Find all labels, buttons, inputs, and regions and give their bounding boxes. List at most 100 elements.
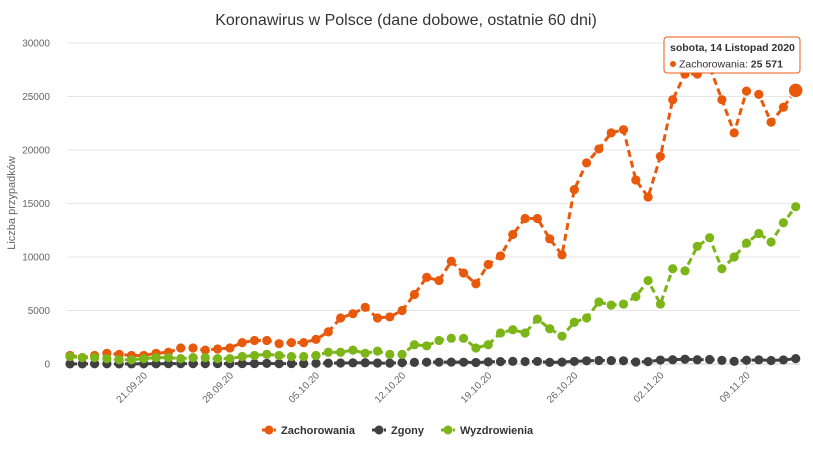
- data-point: [65, 351, 75, 362]
- data-point: [680, 266, 690, 276]
- data-point: [360, 348, 370, 358]
- data-point: [471, 279, 481, 289]
- data-point: [77, 359, 87, 369]
- data-point: [249, 335, 260, 346]
- data-point: [791, 202, 801, 212]
- data-point: [446, 256, 456, 266]
- data-point: [532, 314, 543, 324]
- legend-marker: [443, 425, 453, 435]
- data-point: [655, 299, 666, 309]
- data-point: [397, 358, 407, 368]
- data-point: [741, 86, 752, 96]
- data-point: [225, 343, 235, 353]
- data-point: [594, 355, 604, 366]
- data-point: [483, 259, 493, 270]
- data-point: [557, 331, 567, 341]
- chart-title: Koronawirus w Polsce (dane dobowe, ostat…: [215, 12, 597, 29]
- legend-item-2[interactable]: Wyzdrowienia: [441, 425, 534, 437]
- data-point: [508, 229, 518, 240]
- data-point: [286, 351, 296, 362]
- data-point: [139, 354, 149, 364]
- data-point: [520, 328, 530, 338]
- data-point: [508, 325, 518, 335]
- data-point: [471, 357, 481, 368]
- data-point: [483, 357, 493, 367]
- data-point: [311, 350, 321, 361]
- data-point: [754, 228, 764, 239]
- data-point: [618, 356, 629, 366]
- data-point: [348, 358, 358, 368]
- tooltip-title: sobota, 14 Listopad 2020: [670, 42, 795, 54]
- data-point: [778, 218, 789, 228]
- data-point: [668, 264, 678, 274]
- data-point: [274, 339, 284, 349]
- data-point: [237, 358, 247, 369]
- data-point: [668, 355, 678, 365]
- data-point: [446, 357, 456, 367]
- data-point: [188, 352, 198, 363]
- data-point: [372, 358, 383, 368]
- data-point: [643, 275, 653, 286]
- data-point: [299, 351, 309, 362]
- data-point: [262, 349, 272, 359]
- x-tick-label: 28.09.20: [201, 370, 237, 406]
- data-point: [778, 355, 789, 365]
- data-point: [249, 350, 260, 361]
- data-point: [692, 241, 702, 251]
- legend-label: Wyzdrowienia: [460, 425, 534, 437]
- data-point: [618, 125, 629, 135]
- data-point: [65, 359, 75, 369]
- data-point: [557, 250, 567, 260]
- data-point: [532, 213, 543, 224]
- y-tick-label: 15000: [22, 199, 50, 210]
- data-point: [778, 102, 789, 112]
- data-point: [422, 341, 432, 351]
- data-point: [323, 358, 333, 368]
- x-tick-label: 19.10.20: [459, 370, 495, 406]
- data-point: [495, 251, 506, 261]
- data-point: [520, 356, 530, 367]
- data-point: [323, 347, 333, 357]
- data-point: [200, 352, 210, 363]
- data-point: [643, 192, 653, 202]
- data-point: [495, 357, 506, 367]
- series-line: [69, 205, 797, 362]
- tooltip-bullet: [670, 61, 676, 67]
- data-point: [237, 338, 247, 348]
- data-point: [422, 272, 432, 282]
- data-point: [692, 355, 702, 365]
- legend-item-0[interactable]: Zachorowania: [262, 425, 356, 437]
- data-point: [631, 175, 641, 185]
- data-point: [594, 144, 604, 154]
- data-point: [237, 351, 247, 362]
- data-point: [311, 358, 321, 368]
- data-point: [348, 345, 358, 355]
- data-point: [471, 343, 481, 353]
- data-point: [741, 355, 752, 365]
- data-point: [372, 346, 383, 356]
- data-point: [409, 289, 419, 300]
- data-point: [360, 302, 370, 312]
- data-point: [717, 355, 727, 365]
- data-point: [176, 354, 186, 364]
- data-point: [434, 275, 444, 286]
- data-point: [729, 252, 739, 262]
- x-tick-label: 05.10.20: [287, 370, 323, 406]
- y-tick-label: 20000: [22, 146, 50, 157]
- data-point: [360, 358, 370, 368]
- data-point: [717, 95, 727, 105]
- data-point: [274, 359, 284, 369]
- tooltip-series-value: Zachorowania: 25 571: [679, 59, 783, 71]
- data-point: [90, 352, 100, 363]
- data-point: [213, 344, 223, 354]
- data-point: [569, 184, 579, 195]
- y-tick-label: 10000: [22, 253, 50, 264]
- data-point: [262, 335, 272, 346]
- data-point: [397, 305, 407, 316]
- data-point: [163, 352, 173, 363]
- y-tick-label: 30000: [22, 39, 50, 50]
- data-point: [422, 357, 432, 367]
- tooltip: sobota, 14 Listopad 2020 Zachorowania: 25…: [663, 36, 804, 99]
- legend-item-1[interactable]: Zgony: [372, 425, 425, 437]
